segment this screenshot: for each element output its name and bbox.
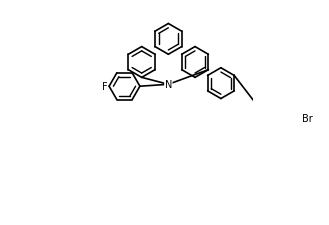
Text: F: F (102, 82, 107, 92)
Text: N: N (164, 80, 172, 90)
Text: Br: Br (302, 113, 312, 123)
